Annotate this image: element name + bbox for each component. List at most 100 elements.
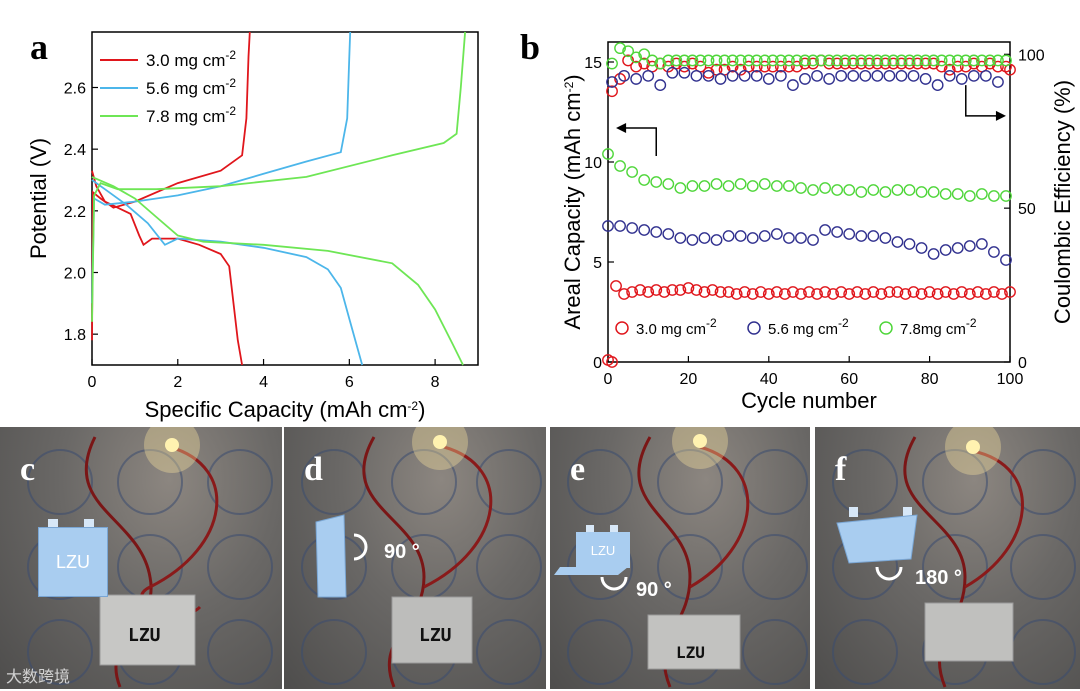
capacity-point [931, 288, 944, 300]
panel-f-label: f [835, 451, 847, 488]
legend-label: 3.0 mg cm-2 [636, 316, 717, 338]
efficiency-point [951, 54, 964, 67]
capacity-point [674, 182, 687, 194]
capacity-point [947, 288, 960, 300]
efficiency-point [935, 60, 948, 73]
capacity-point [927, 248, 940, 260]
y-tick-label: 10 [584, 155, 602, 172]
led [966, 440, 980, 454]
efficiency-point [859, 69, 872, 82]
efficiency-point [686, 57, 699, 70]
capacity-point [979, 288, 992, 300]
capacity-point [819, 224, 831, 236]
rotate-arrow-icon [600, 576, 628, 591]
efficiency-point [678, 66, 691, 79]
photo-f-scene [832, 427, 1076, 688]
efficiency-point [943, 63, 956, 76]
efficiency-point [630, 51, 643, 64]
capacity-point [803, 286, 815, 298]
efficiency-point [992, 60, 1004, 73]
capacity-point [891, 184, 904, 196]
efficiency-point [686, 54, 699, 67]
efficiency-point [702, 69, 715, 82]
efficiency-point [919, 57, 932, 70]
capacity-point [988, 190, 1000, 202]
x-tick-label: 2 [173, 374, 182, 391]
capacity-point [867, 184, 880, 196]
battery-tab [903, 507, 912, 517]
efficiency-point [879, 54, 892, 67]
capacity-point [903, 238, 916, 250]
efficiency-point [871, 54, 884, 67]
efficiency-point [606, 85, 618, 98]
capacity-point [722, 180, 735, 192]
capacity-point [955, 286, 968, 298]
efficiency-point [758, 60, 771, 73]
photo-f: f 180 ° [815, 427, 1080, 689]
efficiency-point [799, 54, 811, 67]
y-tick-label: 2.0 [64, 266, 86, 283]
x-tick-label: 0 [88, 374, 97, 391]
battery-tab [849, 507, 858, 517]
capacity-point [746, 180, 759, 192]
efficiency-point [758, 54, 771, 67]
capacity-point [975, 238, 988, 250]
y-axis-label: Areal Capacity (mAh cm-2) [560, 74, 585, 329]
efficiency-point [955, 73, 968, 85]
series-line-charge [91, 31, 352, 304]
efficiency-point [823, 54, 835, 67]
capacity-point [879, 232, 892, 244]
rotate-arrow-icon [875, 566, 903, 581]
capacity-point [951, 242, 964, 254]
capacity-point [770, 180, 783, 192]
wire-2 [964, 449, 1024, 589]
capacity-point [807, 234, 819, 246]
legend-marker [879, 321, 893, 335]
efficiency-point [911, 57, 924, 70]
capacity-point [939, 244, 952, 256]
capacity-point [650, 176, 663, 188]
y-tick-label: 15 [584, 55, 602, 72]
y2-tick-label: 50 [1018, 201, 1036, 218]
capacity-point [782, 180, 795, 192]
panel-e-label: e [570, 451, 586, 488]
y-tick-label: 2.4 [64, 142, 86, 159]
battery-icon: LZU [38, 519, 108, 597]
efficiency-point [690, 69, 703, 82]
efficiency-point [855, 57, 868, 70]
pouch-cell [99, 594, 196, 666]
efficiency-point [895, 54, 908, 67]
efficiency-point [791, 54, 803, 67]
efficiency-point [951, 60, 964, 73]
efficiency-point [903, 54, 916, 67]
capacity-point [666, 284, 679, 296]
capacity-point [614, 220, 626, 232]
x-tick-label: 20 [680, 371, 698, 388]
capacity-point [686, 180, 699, 192]
efficiency-point [887, 54, 900, 67]
efficiency-point [967, 54, 980, 67]
pouch-cell [924, 602, 1014, 662]
x-tick-label: 40 [760, 371, 778, 388]
capacity-point [698, 232, 711, 244]
capacity-point [770, 286, 783, 298]
panel-c-label: c [20, 451, 36, 488]
capacity-point [714, 286, 727, 298]
efficiency-point [654, 57, 667, 70]
efficiency-point [662, 54, 675, 67]
capacity-point [734, 230, 747, 242]
rotation-label-f: 180 ° [915, 567, 962, 589]
right-axis-arrow [965, 85, 1002, 117]
legend-label: 7.8mg cm-2 [900, 316, 977, 338]
efficiency-point [666, 66, 679, 79]
capacity-point [674, 232, 687, 244]
efficiency-point [879, 57, 892, 70]
efficiency-point [630, 60, 643, 73]
efficiency-point [863, 57, 876, 70]
x-axis-label: Specific Capacity (mAh cm-2) [145, 397, 426, 422]
efficiency-point [606, 76, 618, 88]
efficiency-point [734, 54, 747, 67]
wire-2 [423, 445, 493, 589]
efficiency-point [835, 69, 848, 82]
